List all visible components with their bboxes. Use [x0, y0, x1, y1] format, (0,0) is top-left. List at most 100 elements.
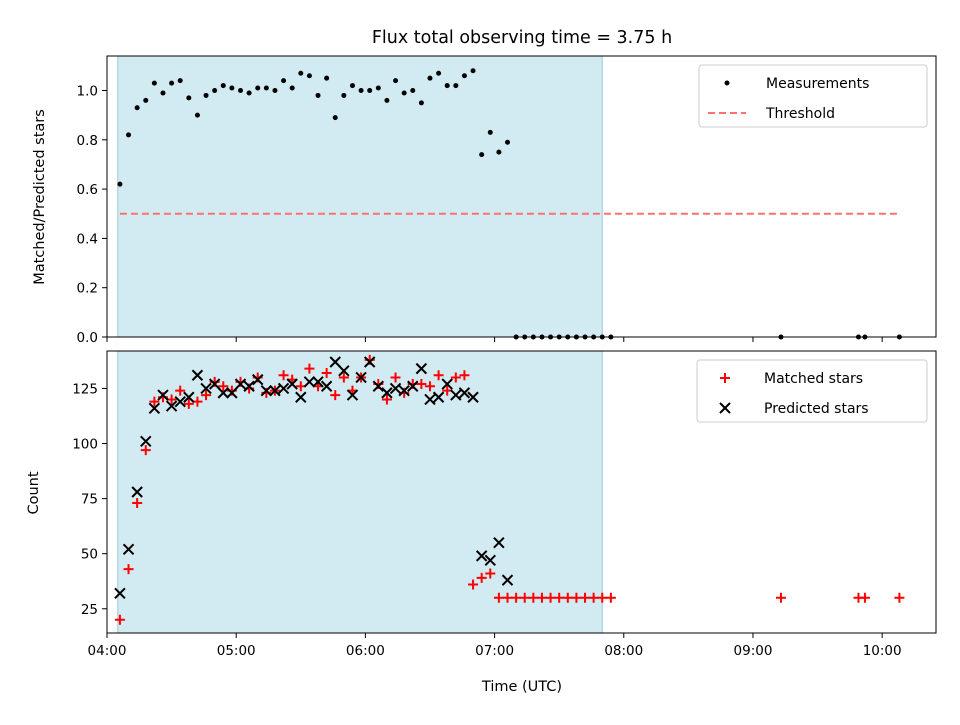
data-point — [571, 592, 582, 603]
data-point — [229, 85, 235, 91]
data-point — [277, 382, 290, 395]
data-point — [475, 550, 488, 562]
data-point — [468, 579, 479, 590]
data-point — [458, 387, 471, 399]
data-point — [519, 592, 530, 603]
chart-title: Flux total observing time = 3.75 h — [372, 28, 672, 48]
data-point — [597, 592, 608, 603]
data-point — [220, 83, 226, 89]
data-point — [134, 105, 140, 111]
x-tick-label: 06:00 — [346, 643, 385, 659]
data-point — [303, 376, 316, 388]
axes-frame — [106, 55, 937, 338]
data-point — [278, 370, 289, 381]
data-point — [511, 592, 522, 603]
data-point — [410, 88, 416, 94]
data-point — [453, 83, 459, 89]
data-point — [528, 592, 539, 603]
data-point — [389, 382, 402, 395]
data-point — [390, 372, 401, 383]
data-point — [536, 592, 547, 603]
data-point — [358, 88, 364, 94]
data-point — [401, 90, 407, 96]
data-point — [160, 90, 166, 96]
data-point — [487, 129, 493, 135]
data-point — [775, 592, 786, 603]
data-point — [332, 115, 338, 121]
data-point — [554, 592, 565, 603]
data-point — [384, 97, 390, 103]
data-point — [329, 356, 341, 368]
data-point — [312, 376, 324, 388]
data-point — [381, 394, 392, 405]
data-point — [349, 83, 355, 89]
legend-x-swatch — [719, 402, 731, 414]
y-tick-label: 0.6 — [77, 182, 98, 198]
x-axis-label: Time (UTC) — [481, 679, 562, 695]
data-point — [416, 379, 427, 390]
data-point — [505, 139, 511, 145]
y-tick-label: 0.2 — [77, 281, 98, 297]
data-point — [424, 393, 436, 406]
data-point — [372, 380, 385, 392]
data-point — [484, 554, 496, 567]
legend-dot-swatch — [724, 80, 730, 86]
data-point — [459, 370, 470, 381]
data-point — [191, 369, 204, 381]
data-point — [151, 80, 157, 86]
data-point — [338, 372, 349, 383]
data-point — [859, 592, 870, 603]
data-point — [493, 592, 504, 603]
data-point — [255, 85, 261, 91]
data-point — [140, 445, 151, 456]
data-point — [169, 80, 175, 86]
y-tick-label: 100 — [72, 437, 98, 453]
chart-panel-2: 04:00 05:00 06:00 07:00 08:00 09:00 10:00 25 50 7… — [72, 350, 937, 659]
chart-panel-1: 0.0 0.2 0.4 0.6 0.8 1.0 Measurements Threshold — [77, 55, 937, 346]
data-point — [203, 92, 209, 98]
y-axis-label-bottom: Count — [26, 471, 42, 514]
data-point — [132, 498, 143, 509]
y-tick-label: 0.8 — [77, 133, 98, 149]
data-point — [324, 75, 330, 81]
data-point — [363, 356, 376, 368]
data-point — [476, 572, 487, 583]
legend: Measurements Threshold — [698, 64, 928, 128]
data-point — [183, 391, 195, 403]
data-point — [226, 387, 238, 399]
data-point — [338, 365, 350, 377]
data-point — [298, 70, 304, 76]
y-tick-label: 75 — [81, 492, 98, 508]
axes-frame — [106, 350, 937, 634]
data-point — [441, 378, 453, 390]
data-point — [501, 574, 514, 586]
x-tick-label: 10:00 — [863, 643, 902, 659]
data-point — [126, 132, 132, 138]
data-point — [194, 112, 200, 118]
legend-entry-label: Threshold — [765, 106, 835, 122]
data-point — [444, 83, 450, 89]
data-point — [398, 384, 410, 397]
data-point — [286, 378, 298, 390]
data-point — [432, 391, 445, 403]
data-point — [289, 85, 295, 91]
data-point — [355, 371, 367, 384]
legend-box — [698, 64, 928, 128]
data-point — [260, 384, 273, 397]
data-point — [149, 396, 160, 407]
data-point — [502, 592, 513, 603]
legend: Matched stars Predicted stars — [696, 359, 928, 423]
data-point — [367, 88, 373, 94]
x-tick-label: 07:00 — [475, 643, 514, 659]
data-point — [295, 391, 307, 403]
data-point — [183, 398, 194, 409]
data-point — [467, 391, 479, 403]
observing-window — [117, 350, 603, 634]
data-point — [320, 380, 333, 392]
data-point — [436, 70, 442, 76]
data-point — [321, 368, 332, 379]
data-point — [177, 78, 183, 84]
data-point — [381, 387, 393, 399]
